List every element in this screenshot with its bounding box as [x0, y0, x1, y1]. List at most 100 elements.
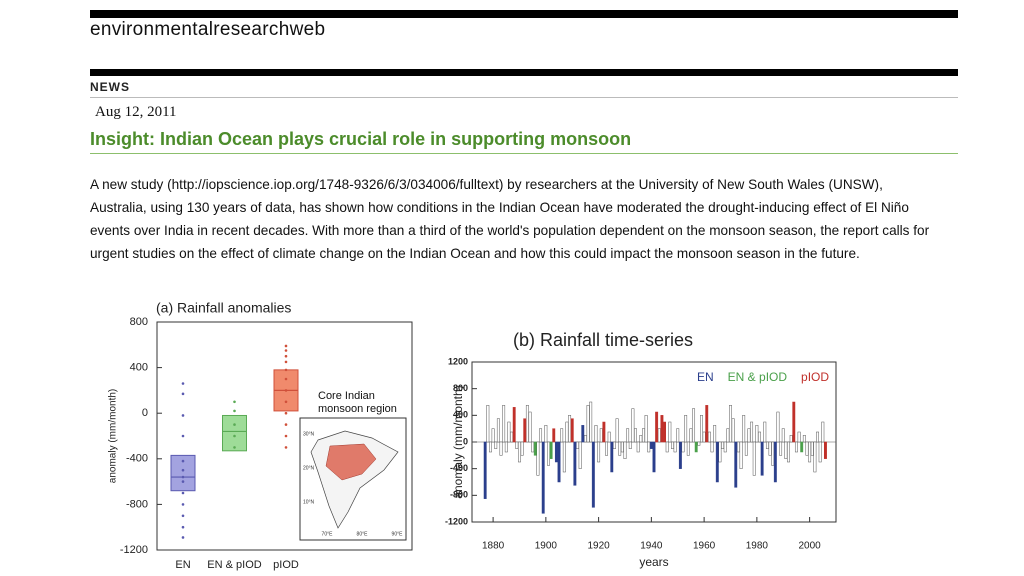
- bar: [507, 421, 511, 443]
- inset-lat-label: 30°N: [303, 431, 315, 437]
- inset-core-region: [325, 443, 377, 481]
- x-tick-label: 1880: [482, 541, 505, 552]
- bar: [707, 431, 711, 443]
- bar: [736, 441, 740, 453]
- bar: [539, 428, 543, 443]
- point: [181, 475, 185, 479]
- bar: [576, 441, 579, 449]
- bar: [554, 441, 558, 463]
- section-label: NEWS: [90, 80, 130, 94]
- bar: [570, 418, 574, 443]
- bar: [823, 441, 827, 459]
- article-body: A new study (http://iopscience.iop.org/1…: [90, 177, 930, 261]
- bar: [573, 441, 577, 486]
- bar: [702, 431, 706, 443]
- bar: [504, 441, 508, 453]
- bar: [784, 441, 788, 459]
- chart-title: (a) Rainfall anomalies: [156, 300, 291, 316]
- bar: [805, 441, 809, 456]
- inset-lon-label: 70°E: [322, 531, 334, 537]
- bar: [713, 425, 717, 443]
- bar: [742, 415, 746, 443]
- bar: [750, 421, 754, 443]
- bar: [734, 441, 738, 488]
- bar: [612, 441, 616, 449]
- y-tick-label: -400: [450, 463, 468, 473]
- inset-lon-label: 80°E: [357, 531, 369, 537]
- bar: [518, 441, 521, 463]
- bar: [779, 441, 783, 456]
- bar: [800, 441, 804, 453]
- bar: [568, 415, 572, 443]
- point: [284, 434, 288, 438]
- bar: [755, 425, 759, 443]
- bar: [578, 441, 582, 469]
- inset-label: monsoon region: [318, 403, 397, 415]
- y-tick-label: 0: [463, 436, 468, 446]
- point: [284, 354, 288, 358]
- x-tick-label: 1900: [535, 541, 558, 552]
- point: [181, 491, 185, 495]
- bar: [639, 435, 643, 443]
- legend-entry: EN: [697, 370, 714, 384]
- bar: [813, 441, 817, 473]
- bar: [721, 441, 725, 449]
- bar: [678, 441, 682, 469]
- site-name[interactable]: environmentalresearchweb: [90, 19, 326, 40]
- bar: [615, 418, 619, 443]
- bar: [552, 428, 556, 443]
- bar: [607, 431, 611, 443]
- point: [181, 382, 185, 385]
- x-tick-label: 1920: [587, 541, 610, 552]
- bar: [620, 441, 624, 453]
- y-tick-label: 400: [130, 362, 148, 374]
- point: [181, 525, 185, 529]
- box: [222, 414, 247, 452]
- bar: [802, 435, 806, 443]
- bar: [797, 431, 801, 443]
- y-tick-label: -800: [126, 498, 148, 510]
- bar: [491, 428, 495, 443]
- bar: [562, 441, 566, 473]
- point: [284, 349, 288, 352]
- bar: [739, 441, 743, 469]
- bar: [594, 425, 598, 443]
- section-rule: [90, 69, 958, 76]
- bar: [486, 405, 490, 443]
- bar: [787, 441, 790, 463]
- bar: [689, 428, 693, 443]
- point: [181, 468, 185, 472]
- point: [181, 459, 185, 463]
- bar: [626, 428, 630, 443]
- bar: [502, 405, 506, 443]
- point: [233, 400, 236, 404]
- bar: [586, 405, 590, 443]
- y-axis-label: anomaly (mm/month): [108, 389, 119, 483]
- bar: [489, 441, 492, 453]
- x-tick-label: 2000: [798, 541, 821, 552]
- bar: [760, 441, 764, 476]
- bar: [515, 441, 519, 449]
- top-rule: [90, 10, 958, 18]
- bar: [589, 401, 593, 443]
- bar: [533, 441, 537, 456]
- y-tick-label: -800: [450, 490, 468, 500]
- bar: [758, 431, 761, 443]
- bar: [557, 441, 561, 483]
- bar: [483, 441, 487, 499]
- point: [284, 344, 288, 348]
- bar: [544, 425, 548, 443]
- x-tick-label: 1980: [746, 541, 769, 552]
- bar: [581, 425, 585, 443]
- bar: [692, 408, 696, 443]
- bar: [676, 428, 680, 443]
- bar: [705, 405, 709, 443]
- article-title: Insight: Indian Ocean plays crucial role…: [90, 129, 632, 149]
- point: [181, 392, 185, 396]
- y-tick-label: 400: [453, 410, 468, 420]
- bar: [610, 441, 614, 473]
- point: [284, 377, 288, 381]
- bar: [710, 441, 714, 453]
- bar: [512, 407, 516, 443]
